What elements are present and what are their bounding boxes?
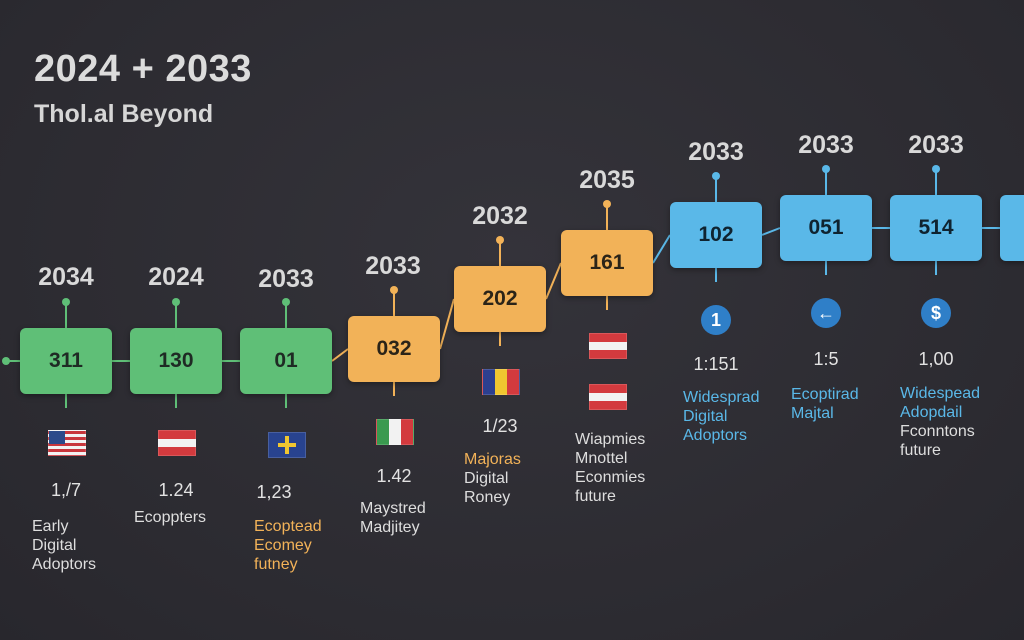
flag-blue-yellow-icon bbox=[268, 432, 306, 458]
timeline-node[interactable]: 01 bbox=[240, 328, 332, 394]
timeline-node[interactable]: 514 bbox=[890, 195, 982, 261]
arrow-left-circle-icon: ← bbox=[811, 298, 841, 328]
node-stat: 1,/7 bbox=[50, 480, 82, 500]
connector-dot bbox=[496, 236, 504, 244]
timeline-node[interactable]: 311 bbox=[20, 328, 112, 394]
node-stat: 1,23 bbox=[256, 482, 292, 502]
node-year: 2033 bbox=[908, 131, 964, 159]
page-subtitle: Thol.al Beyond bbox=[34, 100, 214, 128]
flag-usa-icon bbox=[48, 430, 86, 456]
dollar-circle-icon: $ bbox=[921, 298, 951, 328]
node-year: 2033 bbox=[365, 252, 421, 280]
connector-dot bbox=[603, 200, 611, 208]
timeline-node[interactable]: 202 bbox=[454, 266, 546, 332]
timeline-node[interactable]: 130 bbox=[130, 328, 222, 394]
timeline-node[interactable]: 032 bbox=[348, 316, 440, 382]
connector-line bbox=[545, 262, 562, 300]
node-year: 2024 bbox=[148, 263, 204, 291]
connector-dot bbox=[390, 286, 398, 294]
node-stat: 1:151 bbox=[693, 354, 739, 374]
node-label: Majoras Digital Roney bbox=[464, 451, 521, 506]
flag-italy-icon bbox=[376, 419, 414, 445]
node-year: 2032 bbox=[472, 202, 528, 230]
node-label: Widesprad Digital Adoptors bbox=[683, 389, 760, 444]
connector-line bbox=[439, 298, 455, 350]
node-label: Maystred Madjitey bbox=[360, 500, 426, 536]
timeline-node[interactable]: 102 bbox=[670, 202, 762, 268]
node-stat: 1:5 bbox=[813, 349, 839, 369]
flag-red-white-red-icon bbox=[589, 333, 627, 359]
connector-dot bbox=[282, 298, 290, 306]
node-year: 2 bbox=[1014, 131, 1024, 160]
connector-dot bbox=[172, 298, 180, 306]
node-label: Ecoptead Ecomey futney bbox=[254, 518, 322, 573]
connector-dot bbox=[62, 298, 70, 306]
connector-line bbox=[331, 348, 349, 362]
node-stat: 1/23 bbox=[482, 416, 518, 436]
flag-red-white-icon bbox=[158, 430, 196, 456]
connector-dot bbox=[712, 172, 720, 180]
node-year: 2033 bbox=[258, 265, 314, 293]
connector-dot bbox=[822, 165, 830, 173]
node-stat: 1,00 bbox=[918, 349, 954, 369]
timeline-node[interactable] bbox=[1000, 195, 1024, 261]
connector-dot bbox=[932, 165, 940, 173]
node-year: 2033 bbox=[688, 138, 744, 166]
flag-blue-yellow-red-icon bbox=[482, 369, 520, 395]
page-title: 2024 + 2033 bbox=[34, 48, 252, 90]
node-label: Widespead Adopdail Fconntons future bbox=[900, 385, 981, 459]
connector-line bbox=[652, 234, 671, 264]
node-year: 2033 bbox=[798, 131, 854, 159]
node-year: 2034 bbox=[38, 263, 94, 291]
node-year: 2035 bbox=[579, 166, 635, 194]
timeline-node[interactable]: 051 bbox=[780, 195, 872, 261]
timeline-node[interactable]: 161 bbox=[561, 230, 653, 296]
info-circle-icon: 1 bbox=[701, 305, 731, 335]
connector-dot bbox=[2, 357, 10, 365]
node-label: Ecoppters bbox=[134, 509, 207, 526]
flag-red-white-red-icon bbox=[589, 384, 627, 410]
node-label: Ecoptirad Majtal bbox=[791, 386, 859, 422]
node-label: Wiapmies Mnottel Econmies future bbox=[575, 431, 646, 505]
node-stat: 1.24 bbox=[158, 480, 194, 500]
connector-line bbox=[761, 227, 781, 236]
node-stat: 1.42 bbox=[376, 466, 412, 486]
node-label: Early Digital Adoptors bbox=[32, 518, 97, 573]
